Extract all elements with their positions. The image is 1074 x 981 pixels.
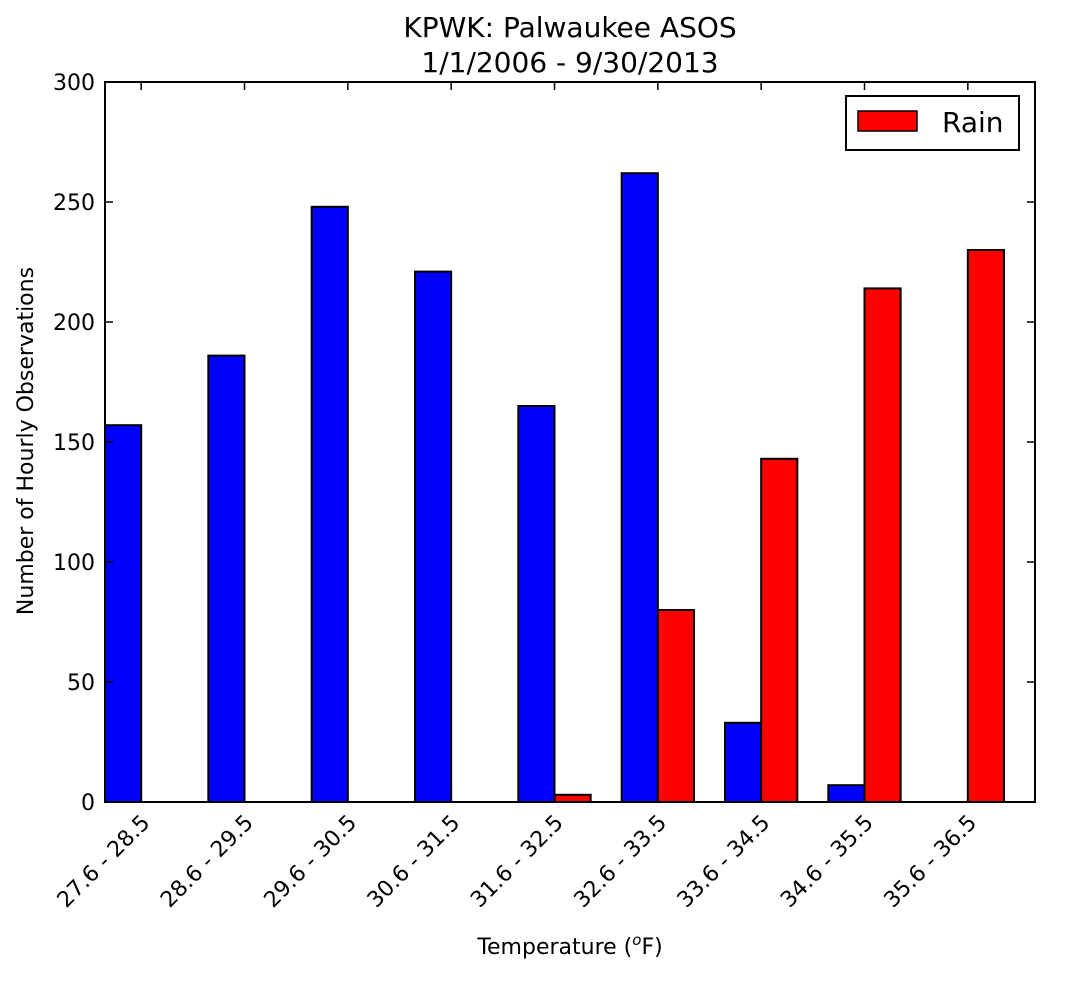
y-tick-label: 150 bbox=[53, 431, 95, 456]
y-tick-label: 50 bbox=[67, 671, 95, 696]
y-tick-label: 100 bbox=[53, 551, 95, 576]
bar-series1-6 bbox=[620, 172, 659, 803]
x-tick-label: 29.6 - 30.5 bbox=[260, 810, 362, 912]
x-axis-label-unit: F) bbox=[641, 935, 662, 960]
x-axis-label-superscript: o bbox=[632, 931, 641, 949]
bar-series1-8 bbox=[827, 784, 866, 804]
chart-title-line2: 1/1/2006 - 9/30/2013 bbox=[421, 46, 718, 79]
x-axis-label-main: Temperature ( bbox=[476, 935, 632, 960]
x-tick-label: 30.6 - 31.5 bbox=[363, 810, 465, 912]
y-tick-label: 300 bbox=[53, 71, 95, 96]
y-tick-label: 200 bbox=[53, 311, 95, 336]
y-tick-label: 0 bbox=[81, 791, 95, 816]
x-axis-label: Temperature (oF) bbox=[476, 931, 662, 960]
bar-series1-4 bbox=[414, 270, 453, 804]
bar-series1-1 bbox=[104, 424, 143, 803]
x-tick-label: 31.6 - 32.5 bbox=[466, 810, 568, 912]
legend-label-rain: Rain bbox=[942, 106, 1004, 139]
chart-title-line1: KPWK: Palwaukee ASOS bbox=[403, 11, 736, 44]
plot-area: 0 50 100 150 200 250 300 27.6 - 28.5 28.6 - 29.5… bbox=[53, 71, 1036, 913]
legend: Rain bbox=[845, 95, 1020, 151]
x-tick-label: 27.6 - 28.5 bbox=[53, 810, 155, 912]
y-tick-label: 250 bbox=[53, 191, 95, 216]
y-axis-label: Number of Hourly Observations bbox=[14, 267, 39, 615]
x-tick-label: 32.6 - 33.5 bbox=[570, 810, 672, 912]
bar-series1-5 bbox=[517, 405, 556, 803]
x-tick-label: 28.6 - 29.5 bbox=[156, 810, 258, 912]
bar-series2-5 bbox=[553, 793, 592, 803]
x-tick-label: 35.6 - 36.5 bbox=[880, 810, 982, 912]
bar-series1-3 bbox=[310, 205, 349, 804]
x-tick-label: 34.6 - 35.5 bbox=[776, 810, 878, 912]
bar-series2-9 bbox=[966, 249, 1005, 803]
bar-series1-2 bbox=[207, 354, 246, 803]
bar-series2-7 bbox=[760, 457, 799, 803]
x-tick-label: 33.6 - 34.5 bbox=[673, 810, 775, 912]
bar-series2-8 bbox=[863, 287, 902, 803]
bar-series1-7 bbox=[724, 721, 763, 803]
bar-series2-6 bbox=[656, 609, 695, 803]
legend-swatch-rain bbox=[857, 110, 918, 132]
